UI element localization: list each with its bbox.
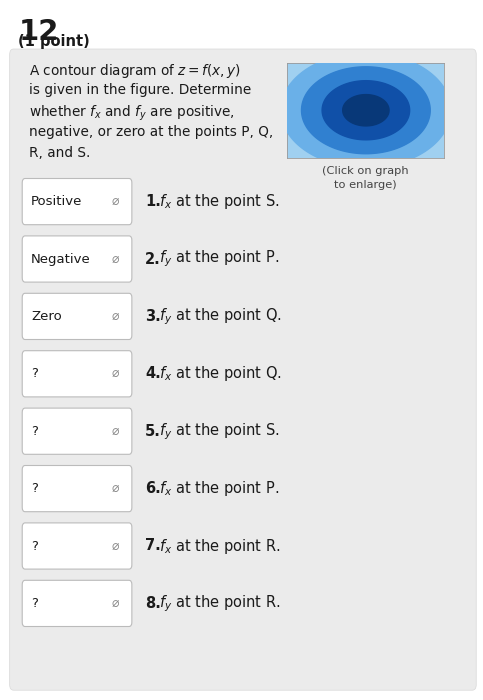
Text: ⌀: ⌀ xyxy=(112,368,119,380)
Text: $f_y$ at the point R.: $f_y$ at the point R. xyxy=(159,593,281,614)
Text: ?: ? xyxy=(31,368,38,380)
Polygon shape xyxy=(322,80,410,140)
Text: 3.: 3. xyxy=(145,309,161,324)
Text: 2.: 2. xyxy=(145,251,161,267)
Text: ⌀: ⌀ xyxy=(112,540,119,552)
Text: 12: 12 xyxy=(18,18,59,46)
Text: 5.: 5. xyxy=(145,424,161,439)
Polygon shape xyxy=(237,23,483,197)
Text: ⌀: ⌀ xyxy=(112,482,119,495)
Text: is given in the figure. Determine: is given in the figure. Determine xyxy=(29,83,251,97)
Text: $f_x$ at the point S.: $f_x$ at the point S. xyxy=(159,192,280,211)
Text: (Click on graph
to enlarge): (Click on graph to enlarge) xyxy=(322,166,409,190)
Text: Zero: Zero xyxy=(31,310,62,323)
Polygon shape xyxy=(259,38,473,183)
Text: $f_y$ at the point P.: $f_y$ at the point P. xyxy=(159,248,280,270)
Text: ⌀: ⌀ xyxy=(112,597,119,610)
Text: $f_x$ at the point R.: $f_x$ at the point R. xyxy=(159,536,281,556)
Text: ⌀: ⌀ xyxy=(112,253,119,265)
Text: Negative: Negative xyxy=(31,253,91,265)
Text: ?: ? xyxy=(31,425,38,438)
Text: ?: ? xyxy=(31,482,38,495)
Text: 6.: 6. xyxy=(145,481,161,496)
Text: R, and S.: R, and S. xyxy=(29,146,90,160)
Text: ⌀: ⌀ xyxy=(112,425,119,438)
Text: ?: ? xyxy=(31,597,38,610)
Text: whether $f_x$ and $f_y$ are positive,: whether $f_x$ and $f_y$ are positive, xyxy=(29,104,235,123)
Text: ⌀: ⌀ xyxy=(112,195,119,208)
Text: 8.: 8. xyxy=(145,596,161,611)
Text: $f_x$ at the point P.: $f_x$ at the point P. xyxy=(159,479,280,498)
Polygon shape xyxy=(301,66,430,154)
Text: A contour diagram of $z = f(x, y)$: A contour diagram of $z = f(x, y)$ xyxy=(29,62,241,80)
Text: Positive: Positive xyxy=(31,195,82,208)
Text: (1 point): (1 point) xyxy=(18,34,90,48)
Text: ?: ? xyxy=(31,540,38,552)
Text: $f_y$ at the point Q.: $f_y$ at the point Q. xyxy=(159,306,282,327)
Polygon shape xyxy=(343,94,389,126)
Text: 7.: 7. xyxy=(145,538,161,554)
Text: 1.: 1. xyxy=(145,194,161,209)
Text: $f_x$ at the point Q.: $f_x$ at the point Q. xyxy=(159,364,282,384)
Text: ⌀: ⌀ xyxy=(112,310,119,323)
Text: $f_y$ at the point S.: $f_y$ at the point S. xyxy=(159,421,280,442)
Text: negative, or zero at the points P, Q,: negative, or zero at the points P, Q, xyxy=(29,125,273,139)
Text: 4.: 4. xyxy=(145,366,161,382)
Polygon shape xyxy=(281,53,451,167)
